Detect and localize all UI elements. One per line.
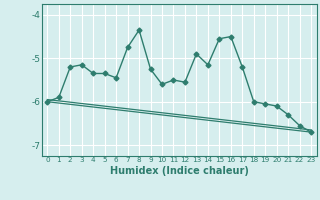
X-axis label: Humidex (Indice chaleur): Humidex (Indice chaleur) <box>110 166 249 176</box>
